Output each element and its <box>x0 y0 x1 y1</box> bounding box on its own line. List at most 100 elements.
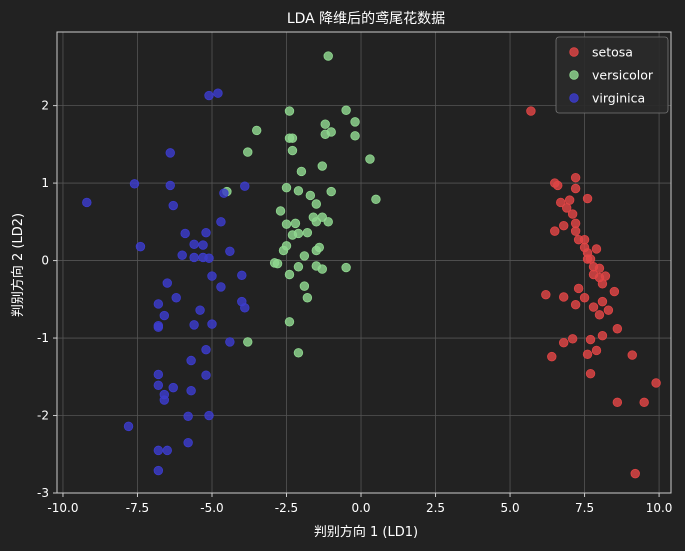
scatter-point-versicolor <box>281 183 292 193</box>
scatter-point-versicolor <box>251 125 262 136</box>
scatter-point-virginica <box>165 180 175 191</box>
scatter-point-versicolor <box>287 145 298 156</box>
scatter-point-setosa <box>582 254 593 264</box>
scatter-point-versicolor <box>320 129 330 139</box>
scatter-point-setosa <box>585 334 596 345</box>
scatter-point-virginica <box>207 271 217 281</box>
scatter-point-virginica <box>237 270 247 280</box>
scatter-point-versicolor <box>317 264 327 274</box>
scatter-point-versicolor <box>341 105 351 115</box>
x-tick-label: 10.0 <box>646 501 673 515</box>
scatter-point-virginica <box>153 380 164 391</box>
scatter-point-versicolor <box>326 186 336 197</box>
scatter-point-setosa <box>558 292 569 302</box>
scatter-point-setosa <box>526 106 536 116</box>
scatter-point-virginica <box>213 88 223 98</box>
scatter-point-virginica <box>162 278 172 288</box>
scatter-point-setosa <box>627 350 637 360</box>
scatter-point-versicolor <box>243 147 253 157</box>
legend-label-virginica: virginica <box>592 91 645 106</box>
scatter-point-setosa <box>570 218 581 229</box>
scatter-point-setosa <box>597 296 608 307</box>
scatter-point-versicolor <box>311 199 322 209</box>
scatter-point-versicolor <box>284 317 295 327</box>
scatter-point-setosa <box>541 289 551 300</box>
scatter-point-setosa <box>651 378 661 388</box>
scatter-point-versicolor <box>299 281 310 291</box>
scatter-point-versicolor <box>299 251 310 261</box>
scatter-point-virginica <box>159 310 170 321</box>
scatter-point-virginica <box>153 445 164 456</box>
scatter-point-setosa <box>591 244 602 254</box>
scatter-point-virginica <box>82 197 92 208</box>
legend-marker-setosa <box>569 47 579 57</box>
scatter-point-virginica <box>201 344 211 355</box>
scatter-point-setosa <box>582 349 593 360</box>
scatter-point-setosa <box>558 337 569 348</box>
scatter-point-setosa <box>558 220 569 231</box>
scatter-point-setosa <box>579 234 590 245</box>
scatter-point-virginica <box>195 305 205 315</box>
scatter-point-versicolor <box>302 227 313 238</box>
legend-marker-virginica <box>569 93 579 103</box>
x-tick-label: 7.5 <box>575 501 594 515</box>
scatter-point-virginica <box>189 239 199 249</box>
x-tick-label: -5.0 <box>200 501 223 515</box>
scatter-point-virginica <box>201 370 211 380</box>
scatter-point-versicolor <box>317 161 327 171</box>
scatter-point-virginica <box>168 382 178 393</box>
scatter-point-setosa <box>630 468 640 479</box>
scatter-point-setosa <box>588 302 599 312</box>
legend-label-setosa: setosa <box>592 45 633 60</box>
scatter-point-virginica <box>225 246 235 256</box>
y-tick-label: -3 <box>37 486 49 500</box>
y-tick-label: 1 <box>41 176 49 190</box>
scatter-point-setosa <box>609 286 620 297</box>
scatter-point-virginica <box>225 337 235 347</box>
scatter-point-virginica <box>168 200 178 211</box>
scatter-point-setosa <box>547 351 557 362</box>
y-tick-label: 2 <box>41 99 49 113</box>
scatter-point-setosa <box>570 300 581 310</box>
scatter-point-setosa <box>612 324 623 334</box>
tick-labels: -10.0 -7.5 -5.0 -2.5 0.0 2.5 5.0 7.5 10.0 -3 -2 -1 0… <box>37 99 672 515</box>
scatter-point-setosa <box>594 263 605 274</box>
x-axis-title: 判别方向 1 (LD1) <box>314 524 418 540</box>
scatter-point-setosa <box>553 180 563 191</box>
scatter-point-versicolor <box>293 186 304 196</box>
scatter-point-virginica <box>153 369 164 380</box>
scatter-point-virginica <box>183 437 193 448</box>
x-tick-label: 2.5 <box>426 501 445 515</box>
scatter-point-setosa <box>597 279 608 289</box>
legend-marker-versicolor <box>569 70 579 80</box>
scatter-point-versicolor <box>293 262 304 272</box>
data-points <box>82 51 661 479</box>
scatter-point-virginica <box>177 250 187 260</box>
scatter-point-setosa <box>570 183 581 194</box>
scatter-point-virginica <box>159 395 170 405</box>
scatter-point-versicolor <box>243 337 253 347</box>
scatter-point-virginica <box>165 148 175 158</box>
scatter-point-setosa <box>556 197 566 208</box>
scatter-point-virginica <box>153 299 164 309</box>
scatter-point-virginica <box>135 241 146 252</box>
scatter-point-setosa <box>564 195 575 205</box>
scatter-point-virginica <box>240 181 250 191</box>
scatter-point-versicolor <box>281 219 292 229</box>
scatter-point-setosa <box>567 334 578 344</box>
scatter-point-virginica <box>216 282 226 292</box>
scatter-point-versicolor <box>284 269 295 280</box>
x-tick-label: -2.5 <box>275 501 298 515</box>
scatter-point-versicolor <box>278 245 289 256</box>
scatter-point-virginica <box>183 411 193 421</box>
scatter-point-versicolor <box>350 117 360 127</box>
scatter-point-setosa <box>600 271 611 281</box>
legend-box <box>555 36 669 114</box>
scatter-point-versicolor <box>311 217 322 227</box>
scatter-point-virginica <box>216 217 226 227</box>
scatter-point-virginica <box>153 322 164 332</box>
scatter-point-virginica <box>123 421 134 432</box>
scatter-point-setosa <box>550 226 560 236</box>
scatter-point-versicolor <box>302 293 313 303</box>
